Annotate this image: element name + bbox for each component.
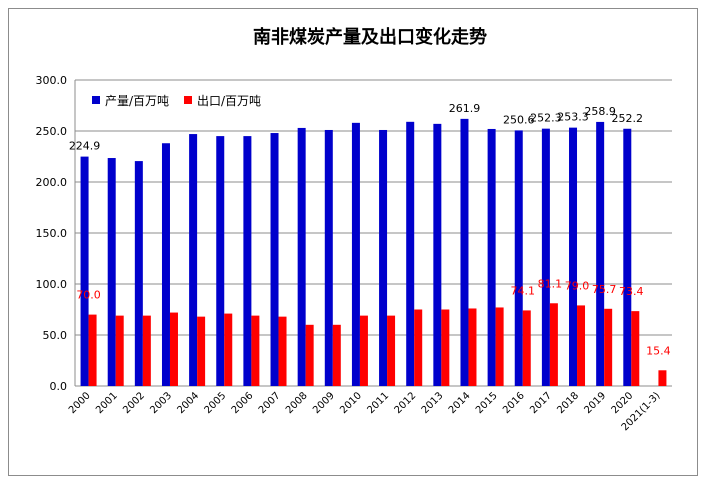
bar-export	[197, 316, 206, 386]
bar-export	[495, 307, 504, 386]
x-tick-label: 2012	[393, 390, 419, 416]
x-tick-label: 2015	[474, 390, 500, 416]
y-tick-label: 50.0	[43, 329, 68, 342]
y-tick-label: 150.0	[36, 227, 68, 240]
chart-title: 南非煤炭产量及出口变化走势	[253, 26, 487, 48]
y-tick-label: 100.0	[36, 278, 68, 291]
x-tick-label: 2005	[203, 390, 229, 416]
data-label: 70.0	[76, 289, 101, 302]
bar-export	[142, 315, 151, 386]
data-label: 81.1	[538, 277, 563, 290]
x-tick-label: 2010	[338, 390, 364, 416]
y-tick-label: 300.0	[36, 74, 68, 87]
bar-export	[359, 315, 368, 386]
bar-production	[406, 121, 415, 386]
bar-production	[487, 128, 496, 386]
bar-production	[433, 123, 442, 387]
bar-production	[541, 128, 550, 387]
bar-production	[189, 134, 198, 386]
x-tick-label: 2004	[175, 390, 201, 416]
bar-production	[161, 143, 170, 386]
y-tick-label: 250.0	[36, 125, 68, 138]
bar-export	[305, 324, 314, 386]
x-tick-label: 2011	[365, 390, 391, 416]
x-tick-label: 2014	[447, 390, 473, 416]
x-tick-label: 2001	[94, 390, 120, 416]
data-label: 73.4	[619, 285, 644, 298]
legend: 产量/百万吨 出口/百万吨	[92, 94, 261, 108]
bar-export	[468, 308, 477, 386]
legend-swatch	[92, 96, 100, 104]
x-tick-label: 2016	[501, 390, 527, 416]
x-tick-label: 2000	[67, 390, 93, 416]
bar-export	[414, 309, 423, 386]
data-label: 75.7	[592, 283, 617, 296]
x-tick-label: 2006	[230, 390, 256, 416]
bar-production	[351, 122, 360, 386]
bar-export	[278, 316, 287, 386]
bar-production	[134, 161, 143, 386]
y-tick-label: 0.0	[50, 380, 68, 393]
bar-production	[107, 158, 116, 386]
x-tick-label: 2009	[311, 390, 337, 416]
bar-export	[441, 309, 450, 386]
legend-swatch	[184, 96, 192, 104]
x-tick-label: 2008	[284, 390, 310, 416]
bar-export	[549, 303, 558, 386]
y-tick-label: 200.0	[36, 176, 68, 189]
data-label: 250.6	[503, 113, 535, 126]
data-label: 15.4	[646, 344, 671, 357]
x-tick-label: 2017	[528, 390, 554, 416]
bar-export	[631, 311, 640, 386]
bar-export	[522, 310, 531, 386]
data-label: 224.9	[69, 140, 101, 153]
bar-export	[224, 313, 233, 386]
x-tick-label: 2003	[148, 390, 174, 416]
x-tick-label: 2018	[555, 390, 581, 416]
bar-production	[80, 156, 89, 386]
data-label: 74.1	[511, 284, 536, 297]
bar-export	[115, 315, 124, 386]
x-tick-label: 2019	[583, 390, 609, 416]
data-label: 252.3	[530, 112, 562, 125]
legend-label: 出口/百万吨	[197, 94, 261, 108]
bar-production	[270, 133, 279, 386]
data-label: 258.9	[584, 105, 616, 118]
bar-export	[332, 324, 341, 386]
x-tick-label: 2007	[257, 390, 283, 416]
x-tick-label: 2002	[121, 390, 147, 416]
bar-production	[297, 127, 306, 386]
bar-export	[387, 315, 396, 386]
bar-production	[596, 121, 605, 386]
bar-export	[577, 305, 586, 386]
bar-production	[379, 129, 388, 387]
data-label: 79.0	[565, 279, 590, 292]
data-label: 253.3	[557, 111, 589, 124]
bar-export	[169, 312, 178, 386]
bar-production	[216, 136, 225, 386]
bar-export	[88, 314, 97, 386]
x-tick-label: 2013	[420, 390, 446, 416]
bar-export	[658, 370, 667, 386]
bar-production	[460, 118, 469, 386]
bar-production	[623, 128, 632, 387]
bar-export	[251, 315, 260, 386]
bar-production	[569, 127, 578, 386]
bar-production	[243, 136, 252, 386]
bar-production	[324, 129, 333, 387]
bar-production	[514, 130, 523, 386]
bar-export	[604, 308, 613, 386]
legend-label: 产量/百万吨	[105, 94, 169, 108]
data-label: 261.9	[449, 102, 481, 115]
data-label: 252.2	[612, 112, 644, 125]
